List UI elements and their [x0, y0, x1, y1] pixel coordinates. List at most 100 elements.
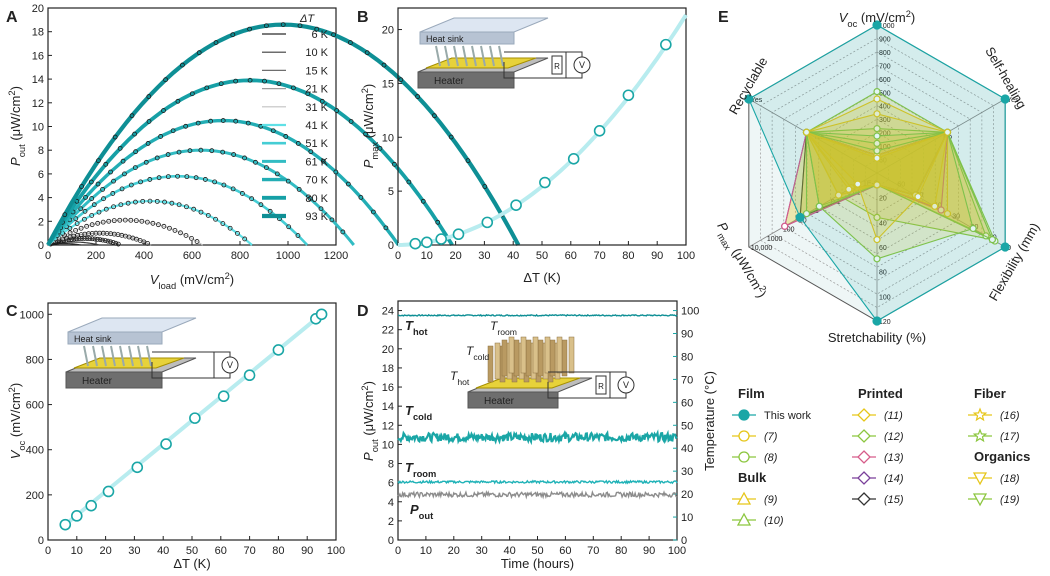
- legend-title: ΔT: [299, 13, 315, 25]
- data-point: [661, 40, 671, 50]
- voltmeter-label: V: [623, 380, 629, 390]
- x-axis-title: ΔT (K): [173, 556, 210, 571]
- x-axis-title-part: load: [159, 281, 177, 291]
- x-tick-label: 10: [421, 250, 433, 262]
- y-tick-label: 18: [32, 27, 44, 39]
- legend-entry: (13): [884, 452, 904, 464]
- series-label-out-part: P: [410, 502, 419, 517]
- heat-sink-label: Heat sink: [74, 334, 112, 344]
- y-tick-label: 200: [26, 490, 44, 502]
- y-tick-label: 12: [382, 420, 394, 432]
- y-tick-label: 20: [382, 25, 394, 37]
- pillar: [557, 337, 562, 373]
- legend-entry: (11): [884, 410, 903, 422]
- data-point: [60, 520, 70, 530]
- y2-tick-label: 90: [681, 329, 693, 341]
- y-axis-title-part: (μW/cm: [361, 391, 376, 440]
- x-tick-label: 400: [135, 250, 153, 262]
- y-axis-title: Pmax (μW/cm2): [360, 84, 380, 169]
- x-tick-label: 40: [157, 545, 169, 557]
- fit-curve: [398, 15, 686, 245]
- y-axis-label: Pout (μW/cm2): [360, 381, 380, 461]
- legend-entry: (18): [1000, 473, 1020, 485]
- x-tick-label: 100: [677, 250, 695, 262]
- legend-entry: 31 K: [305, 102, 328, 114]
- y-tick-label: 0: [38, 535, 44, 547]
- legend-entry: (19): [1000, 494, 1020, 506]
- series-label-room-part: room: [413, 469, 436, 479]
- y-tick-label: 4: [388, 497, 394, 509]
- y-tick-label: 2: [38, 216, 44, 228]
- x-tick-label: 70: [587, 545, 599, 557]
- y-axis-title-part: ): [8, 86, 23, 90]
- y-axis-title-part: P: [361, 159, 376, 168]
- pillar: [526, 340, 531, 376]
- y-tick-label: 6: [388, 478, 394, 490]
- panel-label-E: E: [718, 9, 729, 26]
- series-label-cold-part: cold: [413, 412, 433, 422]
- legend-entry: This work: [764, 410, 812, 422]
- x-tick-label: 70: [243, 545, 255, 557]
- x-tick-label: 0: [395, 545, 401, 557]
- legend-E: FilmThis work(7)(8)Bulk(9)(10)Printed(11…: [732, 386, 1030, 527]
- x-tick-label: 40: [507, 250, 519, 262]
- radar-series: [749, 25, 1005, 321]
- y-axis-title-part: out: [370, 439, 380, 452]
- x-tick-label: 800: [231, 250, 249, 262]
- pillar: [533, 337, 538, 373]
- y2-tick-label: 10: [681, 512, 693, 524]
- legend-entry: (15): [884, 494, 904, 506]
- y-axis-title: Voc (mV/cm2): [7, 383, 27, 459]
- legend-marker: [739, 431, 749, 441]
- resistor-label: R: [598, 382, 604, 391]
- x-tick-label: 10: [420, 545, 432, 557]
- series-label-hot-part: hot: [413, 327, 428, 337]
- x-tick-label: 20: [99, 545, 111, 557]
- x-axis-title: Vload (mV/cm2): [150, 271, 234, 291]
- y2-tick-label: 40: [681, 443, 693, 455]
- legend-marker: [739, 410, 749, 420]
- y2-tick-label: 50: [681, 420, 693, 432]
- legend-marker: [858, 493, 870, 505]
- x-tick-label: 80: [622, 250, 634, 262]
- voltmeter-label: V: [227, 360, 233, 370]
- y-tick-label: 0: [388, 535, 394, 547]
- y-tick-label: 16: [382, 382, 394, 394]
- legend-entry: 93 K: [305, 211, 328, 223]
- heater-label: Heater: [82, 376, 113, 387]
- y-axis-title-part: max: [370, 142, 380, 160]
- pillar: [495, 343, 500, 379]
- data-point: [72, 511, 82, 521]
- data-point: [453, 229, 463, 239]
- t-cold-label-part: cold: [473, 352, 489, 362]
- legend-entry: (9): [764, 494, 778, 506]
- data-point: [103, 486, 113, 496]
- y2-axis-label: Temperature (°C): [702, 371, 717, 471]
- y-tick-label: 10: [382, 132, 394, 144]
- legend-entry: 6 K: [311, 29, 328, 41]
- legend-entry: 51 K: [305, 138, 328, 150]
- pillar: [550, 340, 555, 376]
- data-point: [569, 154, 579, 164]
- data-point: [511, 200, 521, 210]
- y-tick-label: 20: [382, 344, 394, 356]
- y-axis-title-part: (μW/cm: [361, 93, 376, 142]
- legend-group-title: Organics: [974, 449, 1030, 464]
- x-tick-label: 600: [183, 250, 201, 262]
- radar-point: [873, 317, 881, 325]
- heater-front: [418, 72, 514, 88]
- data-point: [595, 126, 605, 136]
- legend-group-title: Printed: [858, 386, 903, 401]
- pillar: [502, 340, 507, 376]
- y-tick-label: 20: [32, 3, 44, 15]
- y-axis-title-part: ): [8, 383, 23, 387]
- panel-label-C: C: [6, 303, 18, 320]
- legend-entry: (8): [764, 452, 778, 464]
- heat-sink-label: Heat sink: [426, 34, 464, 44]
- series-label-hot: Thot: [405, 318, 427, 337]
- y-tick-label: 15: [382, 78, 394, 90]
- y-tick-label: 14: [382, 401, 394, 413]
- heater-front: [66, 372, 162, 388]
- legend-group-title: Fiber: [974, 386, 1006, 401]
- y-axis-title: Pout (μW/cm2): [360, 381, 380, 461]
